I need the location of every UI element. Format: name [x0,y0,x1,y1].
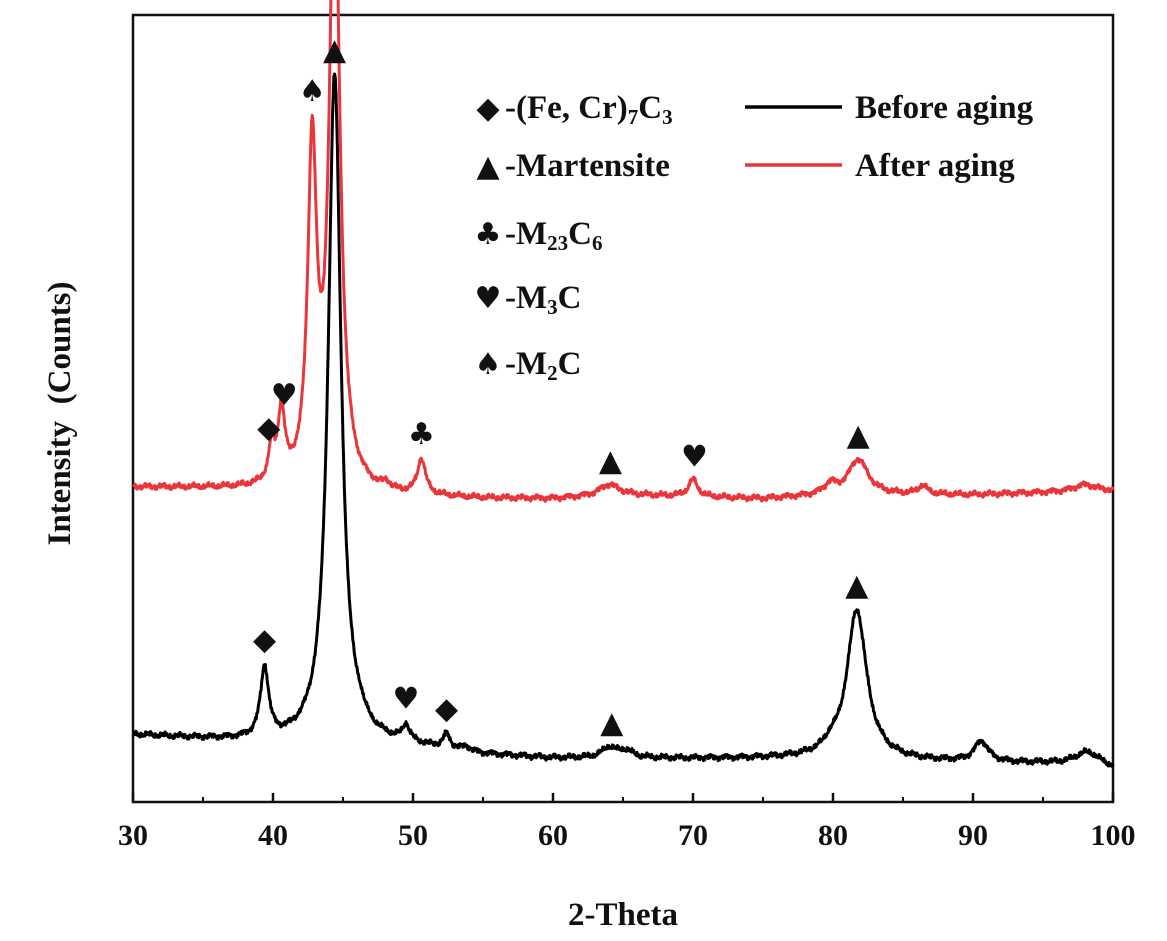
phase-legend-label: -M2C [505,346,581,385]
x-axis-ticks: 30 40 50 60 70 80 90 100 [118,793,1136,852]
triangle-marker: ▲ [476,149,499,184]
diamond-marker: ◆ [476,91,499,126]
spade-marker: ♠ [299,74,326,109]
series-line-before-aging [132,72,1115,768]
series-legend-label: After aging [855,148,1015,184]
x-tick-label: 60 [538,819,568,852]
diamond-marker: ◆ [253,623,276,658]
series-legend-label: Before aging [855,90,1034,126]
x-tick-label: 30 [118,819,148,852]
series-layer [132,0,1115,768]
triangle-marker: ▲ [600,706,623,741]
heart-marker: ♥ [681,439,708,474]
series-legend-item: Before aging [745,90,1034,126]
x-axis-title: 2-Theta [568,897,678,933]
phase-legend-item: ◆ -(Fe, Cr)7C3 [476,90,672,129]
diamond-marker: ◆ [257,411,280,446]
series-legend-item: After aging [745,148,1015,184]
triangle-marker: ▲ [847,418,870,453]
triangle-marker: ▲ [599,443,622,478]
heart-marker: ♥ [271,378,298,413]
peak-markers: ◆▲♥ ◆ ▲▲◆♥♠♣▲ ♥▲ [253,32,870,740]
x-tick-label: 40 [258,819,288,852]
x-tick-label: 90 [958,819,988,852]
phase-legend-item: ♣ -M23C6 [475,216,603,255]
triangle-marker: ▲ [845,568,868,603]
phase-legend-item: ▲ -Martensite [476,148,669,184]
x-tick-label: 100 [1091,819,1136,852]
legend: ◆ -(Fe, Cr)7C3▲ -Martensite♣ -M23C6♥ -M3C♠ -M… [475,90,1034,385]
x-tick-label: 80 [818,819,848,852]
diamond-marker: ◆ [435,692,458,727]
spade-marker: ♠ [475,347,502,382]
phase-legend-item: ♠ -M2C [475,346,582,385]
phase-legend-label: -M23C6 [505,216,602,255]
x-tick-label: 70 [678,819,708,852]
phase-legend-label: -(Fe, Cr)7C3 [505,90,673,129]
club-marker: ♣ [475,217,502,252]
phase-legend-label: -Martensite [505,148,670,184]
y-axis-title: Intensity (Counts) [42,281,78,545]
phase-legend-item: ♥ -M3C [475,280,582,319]
heart-marker: ♥ [393,682,420,717]
series-line-after-aging [132,0,1115,503]
heart-marker: ♥ [475,281,502,316]
phase-legend-label: -M3C [505,280,581,319]
triangle-marker: ▲ [323,32,346,67]
x-tick-label: 50 [398,819,428,852]
club-marker: ♣ [408,417,435,452]
